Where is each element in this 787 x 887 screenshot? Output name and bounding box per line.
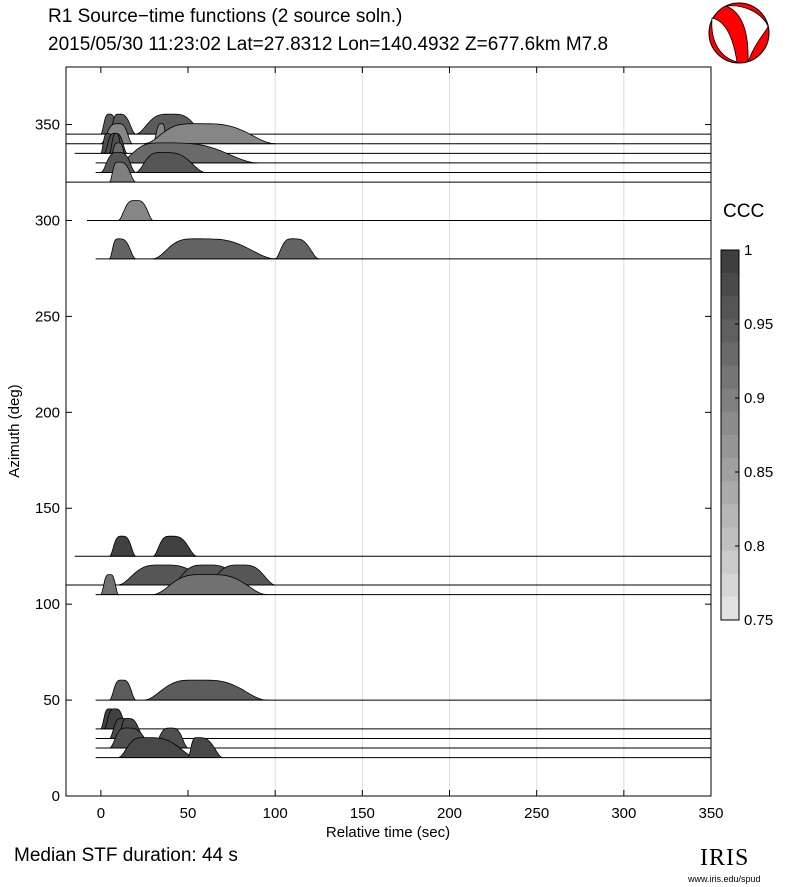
stf-pulse xyxy=(274,238,320,260)
x-tick-label: 300 xyxy=(611,805,636,822)
y-tick-label: 200 xyxy=(35,404,60,421)
stf-pulse xyxy=(109,535,136,557)
event-info: 2015/05/30 11:23:02 Lat=27.8312 Lon=140.… xyxy=(48,34,609,55)
chart-title: R1 Source−time functions (2 source soln.… xyxy=(48,6,403,27)
stf-trace xyxy=(66,564,711,586)
stf-trace xyxy=(86,200,711,222)
stf-pulse xyxy=(187,737,224,759)
colorbar-segment xyxy=(721,596,739,621)
colorbar-tick-label: 0.9 xyxy=(744,390,765,407)
colorbar-segment xyxy=(721,504,739,528)
colorbar-segment xyxy=(721,319,739,343)
x-tick-label: 50 xyxy=(180,805,197,822)
colorbar-segment xyxy=(721,527,739,552)
colorbar-segment xyxy=(721,573,739,598)
x-tick-label: 100 xyxy=(263,805,288,822)
y-tick-label: 250 xyxy=(35,308,60,325)
stf-pulse xyxy=(108,679,137,701)
colorbar-tick-label: 0.75 xyxy=(744,612,773,629)
colorbar-tick-label: 0.95 xyxy=(744,316,773,333)
stf-pulse xyxy=(143,123,276,145)
colorbar-frame xyxy=(720,249,740,621)
iris-logo: IRIS xyxy=(700,845,750,871)
stf-pulse xyxy=(117,737,198,759)
stf-pulse xyxy=(152,535,197,557)
x-tick-label: 250 xyxy=(524,805,549,822)
x-tick-label: 0 xyxy=(97,805,105,822)
x-axis-label: Relative time (sec) xyxy=(326,824,450,841)
x-tick-label: 350 xyxy=(698,805,723,822)
stf-trace xyxy=(74,535,711,557)
colorbar-label: CCC xyxy=(723,201,764,222)
stf-trace xyxy=(95,679,711,701)
colorbar-segment xyxy=(721,388,739,413)
colorbar-tick-label: 0.85 xyxy=(744,464,773,481)
stf-pulse xyxy=(108,238,137,260)
stf-pulse xyxy=(117,200,154,222)
y-tick-label: 100 xyxy=(35,596,60,613)
colorbar-tick-label: 0.8 xyxy=(744,538,765,555)
iris-url: www.iris.edu/spud xyxy=(688,874,761,884)
stf-pulse xyxy=(109,161,136,183)
colorbar-segment xyxy=(721,365,739,390)
y-axis-label: Azimuth (deg) xyxy=(6,384,23,477)
colorbar-segment xyxy=(721,296,739,320)
beachball-icon xyxy=(708,2,770,64)
stf-pulse xyxy=(152,238,276,260)
stf-trace xyxy=(95,737,711,759)
median-duration: Median STF duration: 44 s xyxy=(14,845,238,866)
colorbar-segment xyxy=(721,435,739,459)
colorbar-segment xyxy=(721,342,739,367)
stf-pulse xyxy=(152,574,268,596)
colorbar-segment xyxy=(721,550,739,575)
colorbar-segment xyxy=(721,250,739,274)
x-tick-label: 200 xyxy=(437,805,462,822)
colorbar-segment xyxy=(721,273,739,297)
colorbar-segment xyxy=(721,458,739,482)
plot-frame xyxy=(65,66,712,797)
colorbar-tick-label: 1 xyxy=(744,242,752,259)
stf-pulse xyxy=(134,152,206,173)
x-tick-label: 150 xyxy=(350,805,375,822)
stf-trace xyxy=(95,708,711,731)
y-tick-label: 350 xyxy=(35,117,60,134)
stf-pulse xyxy=(99,574,119,596)
colorbar-segment xyxy=(721,481,739,505)
stf-trace xyxy=(95,238,711,260)
ccc-colorbar: 1 0.95 0.9 0.85 0.8 0.75 xyxy=(720,242,773,629)
y-tick-label: 300 xyxy=(35,212,60,229)
y-tick-label: 150 xyxy=(35,500,60,517)
y-tick-label: 50 xyxy=(43,692,60,709)
y-tick-label: 0 xyxy=(52,788,60,805)
colorbar-segment xyxy=(721,411,739,436)
stf-trace xyxy=(66,161,711,183)
stf-trace xyxy=(95,574,711,596)
stf-pulse xyxy=(144,679,268,701)
